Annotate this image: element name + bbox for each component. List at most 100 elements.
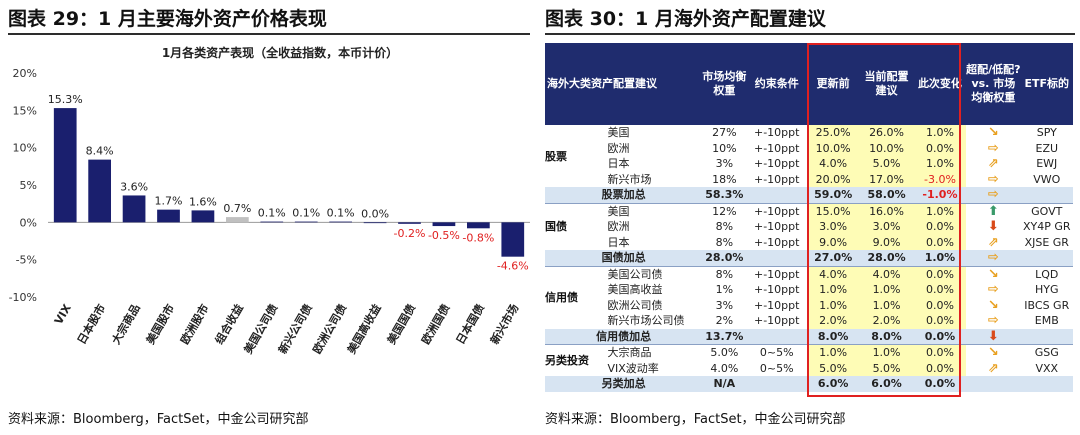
total-constraint <box>746 250 807 266</box>
data-label: -0.5% <box>428 229 460 242</box>
table-body: 股票 美国 27% +-10ppt 25.0% 26.0% 1.0% ↘ SPY 欧洲 10% +-1… <box>545 125 1073 392</box>
total-row: 信用债加总 13.7% 8.0% 8.0% 0.0% ⬇ <box>545 328 1073 345</box>
change-value: 1.0% <box>913 125 967 141</box>
total-etf <box>1020 376 1073 392</box>
market-weight: 8% <box>715 220 734 234</box>
header-constraint: 约束条件 <box>746 43 807 125</box>
x-axis: VIX 日本股市 大宗商品 美国股市 欧洲股市 组合收益美国公司债新兴公司债欧洲公司债美国… <box>52 302 521 357</box>
y-tick-label: -5% <box>16 254 37 267</box>
market-weight: 3% <box>715 157 734 171</box>
bar <box>363 222 387 224</box>
total-before: 27.0% <box>806 250 860 266</box>
y-tick-label: 10% <box>13 142 37 155</box>
right-panel-title: 图表 30：1 月海外资产配置建议 <box>545 8 826 30</box>
bar <box>53 108 77 223</box>
current-value: 1.0% <box>859 344 914 361</box>
market-weight: 2% <box>715 314 734 328</box>
header-change: 此次变化 <box>913 43 967 125</box>
current-value: 5.0% <box>859 360 914 376</box>
constraint: +-10ppt <box>753 298 800 312</box>
market-weight: 8% <box>702 265 747 282</box>
total-constraint <box>746 187 807 203</box>
header-asset: 海外大类资产配置建议 <box>545 43 703 125</box>
before-value: 1.0% <box>806 297 860 313</box>
total-current: 58.0% <box>859 187 914 203</box>
signal-icon: ⇨ <box>987 140 999 156</box>
bar <box>501 222 525 257</box>
left-title-rule <box>8 33 530 35</box>
total-label: 国债加总 <box>545 250 703 266</box>
total-row: 股票加总 58.3% 59.0% 58.0% -1.0% ⇨ <box>545 187 1073 203</box>
table-row: 欧洲公司债 3% +-10ppt 1.0% 1.0% 0.0% ↘ IBCS GR <box>545 297 1073 313</box>
signal-icon: ⇨ <box>987 171 999 187</box>
current-value: 4.0% <box>859 265 914 282</box>
group-label: 股票 <box>545 149 567 163</box>
data-label: 3.6% <box>120 180 148 193</box>
group-label: 另类投资 <box>545 344 608 376</box>
market-weight: 12% <box>702 202 747 219</box>
data-label: -4.6% <box>497 260 529 273</box>
total-current: 28.0% <box>859 250 914 266</box>
total-label: 股票加总 <box>545 187 703 203</box>
current-value: 3.0% <box>859 219 914 235</box>
data-label: 0.1% <box>258 207 286 220</box>
bar <box>88 159 112 223</box>
current-value: 2.0% <box>859 313 914 329</box>
constraint: +-10ppt <box>753 126 800 140</box>
market-weight: 4.0% <box>710 361 739 375</box>
constraint: +-10ppt <box>753 141 800 155</box>
total-change: 1.0% <box>913 250 967 266</box>
bar <box>294 221 318 223</box>
change-value: 0.0% <box>913 234 967 250</box>
y-tick-label: 20% <box>13 67 37 80</box>
constraint: 0~5% <box>746 344 807 361</box>
signal-icon: ↘ <box>966 265 1021 282</box>
current-value: 16.0% <box>859 202 914 219</box>
signal-icon <box>966 376 1021 392</box>
x-tick-label: 欧洲国债 <box>418 302 452 347</box>
etf-ticker: EMB <box>1034 314 1059 328</box>
market-weight: 27% <box>712 126 737 140</box>
total-etf <box>1020 187 1073 203</box>
asset-name: 大宗商品 <box>607 344 703 361</box>
signal-icon: ⬇ <box>966 328 1021 345</box>
bar <box>157 209 180 223</box>
current-value: 10.0% <box>859 140 914 156</box>
bar <box>191 210 215 223</box>
left-source-note: 资料来源：Bloomberg，FactSet，中金公司研究部 <box>8 412 309 427</box>
right-source-note: 资料来源：Bloomberg，FactSet，中金公司研究部 <box>545 412 846 427</box>
x-tick-label: 新兴市场 <box>487 302 521 347</box>
before-value: 2.0% <box>806 313 860 329</box>
table-row: VIX波动率 4.0% 0~5% 5.0% 5.0% 0.0% ⇗ VXX <box>545 360 1073 376</box>
signal-icon: ⇨ <box>987 282 999 298</box>
bar <box>122 195 146 223</box>
change-value: 0.0% <box>913 344 967 361</box>
total-weight: 58.3% <box>702 187 747 203</box>
header-over-under: 超配/低配?vs. 市场均衡权重 <box>966 43 1021 125</box>
signal-icon: ⇗ <box>987 156 999 172</box>
bars: 15.3% 8.4% 3.6% 1.7% 1.6% 0.7% 0.1% 0.1% 0.1% 0.0… <box>48 93 529 273</box>
total-row: 另类加总 N/A 6.0% 6.0% 0.0% <box>545 376 1073 392</box>
total-constraint <box>746 376 807 392</box>
before-value: 9.0% <box>806 234 860 250</box>
current-value: 26.0% <box>859 125 914 141</box>
bar <box>329 221 353 223</box>
change-value: 1.0% <box>913 156 967 172</box>
data-label: 8.4% <box>86 145 114 158</box>
constraint: +-10ppt <box>753 172 800 186</box>
etf-ticker: IBCS GR <box>1024 298 1070 312</box>
header-etf: ETF标的 <box>1020 43 1073 125</box>
table-row: 新兴市场公司债 2% +-10ppt 2.0% 2.0% 0.0% ⇨ EMB <box>545 313 1073 329</box>
asset-name: 日本 <box>607 157 630 171</box>
x-tick-label: 日本股市 <box>74 302 108 347</box>
y-tick-label: 5% <box>20 179 37 192</box>
x-tick-label: 大宗商品 <box>109 302 143 347</box>
y-axis: 20% 15% 10% 5% 0% -5% -10% <box>9 67 530 304</box>
etf-ticker: VXX <box>1035 361 1059 375</box>
change-value: 0.0% <box>913 313 967 329</box>
data-label: -0.8% <box>462 231 494 244</box>
constraint: +-10ppt <box>753 314 800 328</box>
total-row: 国债加总 28.0% 27.0% 28.0% 1.0% ⇨ <box>545 250 1073 266</box>
current-value: 5.0% <box>859 156 914 172</box>
left-panel-title: 图表 29：1 月主要海外资产价格表现 <box>8 8 327 30</box>
